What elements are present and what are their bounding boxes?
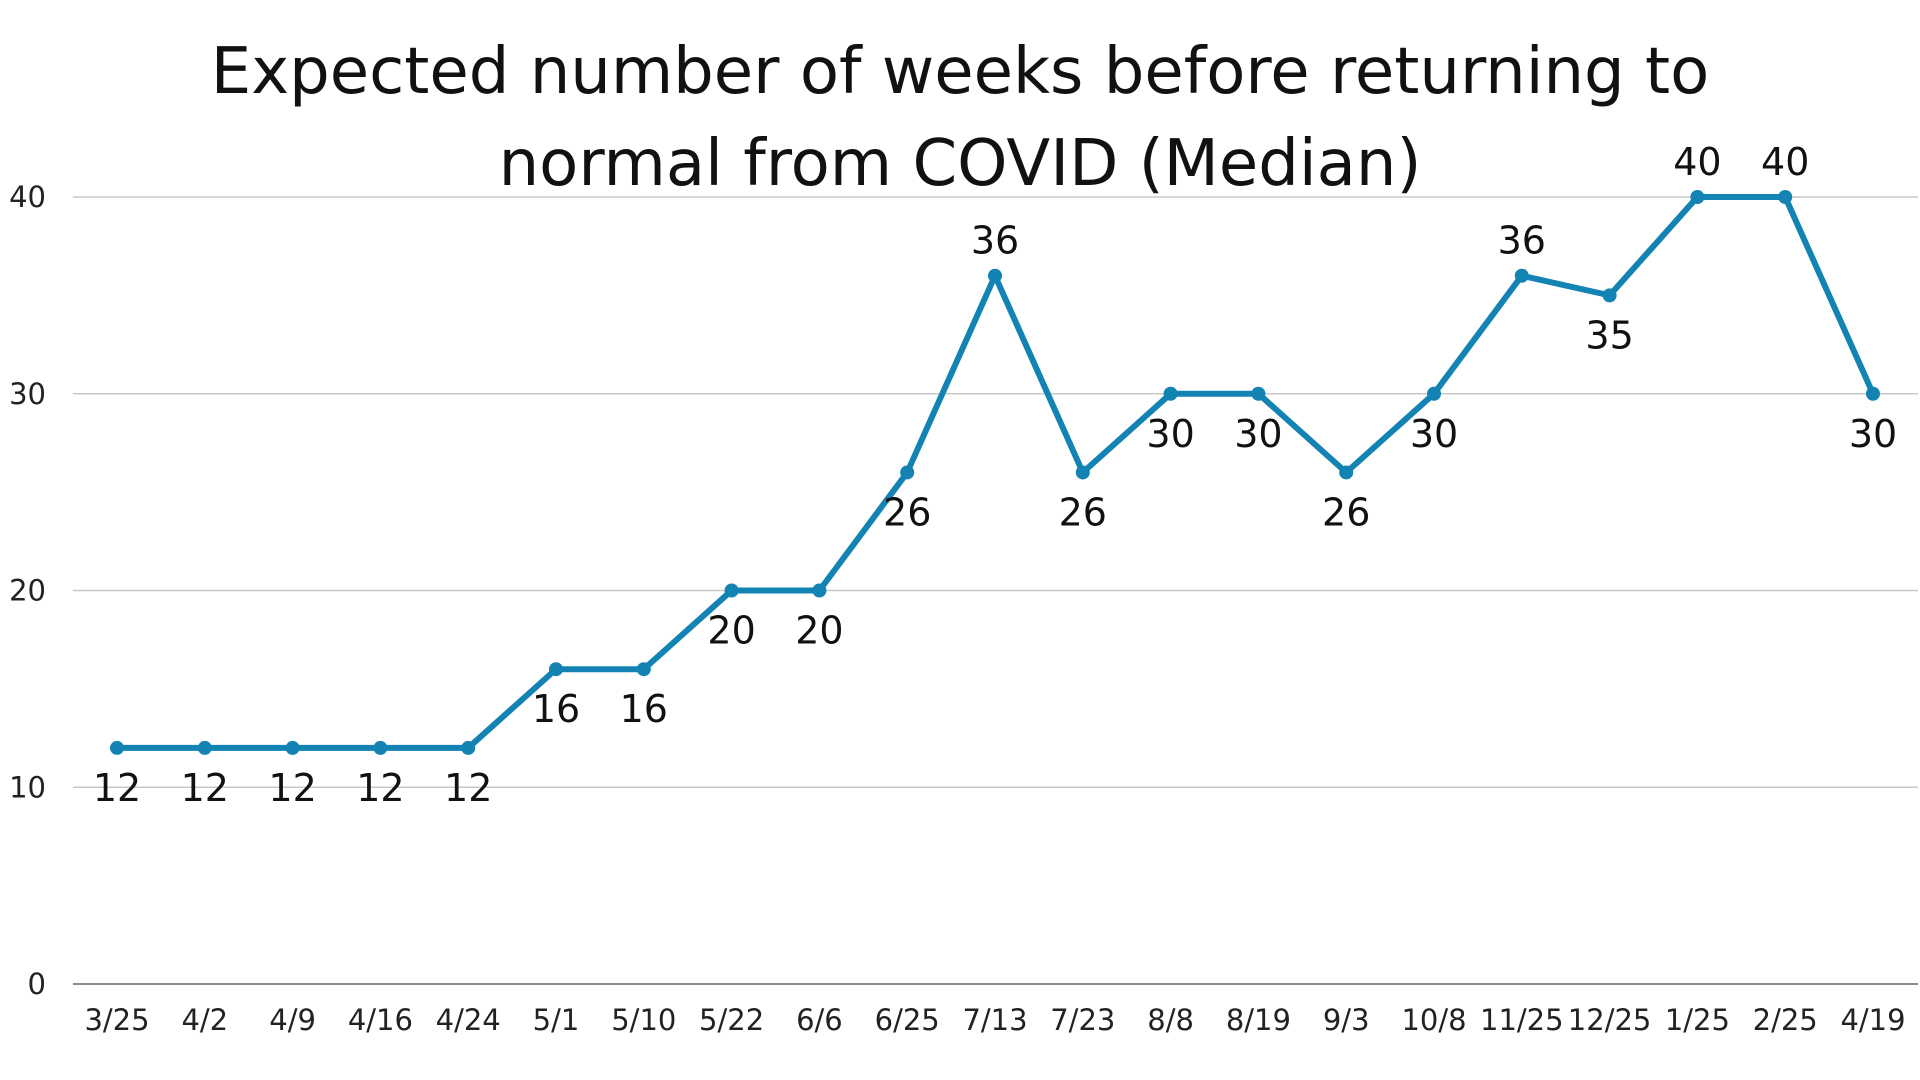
y-tick-label: 30 <box>9 377 46 411</box>
data-point <box>373 740 388 755</box>
x-tick-label: 4/2 <box>181 1003 228 1037</box>
data-point <box>1251 386 1266 401</box>
x-tick-label: 7/23 <box>1050 1003 1115 1037</box>
x-tick-label: 4/9 <box>269 1003 316 1037</box>
data-label: 12 <box>93 766 141 810</box>
data-label: 20 <box>795 609 843 653</box>
data-point <box>812 583 827 598</box>
data-point <box>724 583 739 598</box>
data-point <box>988 268 1002 283</box>
x-tick-label: 4/16 <box>348 1003 413 1037</box>
x-tick-label: 1/25 <box>1665 1003 1730 1037</box>
x-tick-label: 11/25 <box>1480 1003 1564 1037</box>
data-point <box>1339 465 1354 480</box>
y-tick-label: 0 <box>28 967 46 1001</box>
data-label: 30 <box>1410 412 1458 456</box>
data-label: 26 <box>883 490 931 534</box>
x-tick-label: 4/19 <box>1840 1003 1905 1037</box>
data-point <box>110 740 124 755</box>
data-label: 16 <box>532 687 580 731</box>
data-point <box>1690 190 1705 204</box>
data-label: 12 <box>356 766 404 810</box>
data-label: 12 <box>444 766 492 810</box>
y-tick-label: 20 <box>9 574 46 608</box>
data-point <box>1427 386 1441 401</box>
x-tick-label: 5/10 <box>611 1003 676 1037</box>
x-tick-label: 3/25 <box>84 1003 149 1037</box>
x-tick-label: 12/25 <box>1568 1003 1652 1037</box>
data-point <box>549 662 563 677</box>
y-tick-label: 10 <box>9 770 46 804</box>
data-label: 30 <box>1146 412 1194 456</box>
data-label: 26 <box>1059 490 1107 534</box>
x-tick-label: 7/13 <box>962 1003 1027 1037</box>
data-point <box>900 465 915 480</box>
x-tick-label: 2/25 <box>1753 1003 1818 1037</box>
x-tick-label: 8/19 <box>1226 1003 1291 1037</box>
data-point <box>1866 386 1880 401</box>
x-tick-label: 6/25 <box>875 1003 940 1037</box>
x-tick-label: 6/6 <box>796 1003 843 1037</box>
data-label: 30 <box>1234 412 1282 456</box>
data-label: 40 <box>1761 140 1809 184</box>
x-tick-label: 10/8 <box>1401 1003 1466 1037</box>
data-label: 36 <box>1498 219 1546 263</box>
data-point <box>636 662 651 677</box>
data-point <box>285 740 300 755</box>
data-label: 12 <box>268 766 316 810</box>
data-label: 16 <box>620 687 668 731</box>
data-point <box>1075 465 1090 480</box>
data-label: 40 <box>1673 140 1721 184</box>
data-point <box>197 740 212 755</box>
data-label: 26 <box>1322 490 1370 534</box>
data-point <box>1602 288 1617 303</box>
x-tick-label: 4/24 <box>436 1003 501 1037</box>
x-tick-label: 5/22 <box>699 1003 764 1037</box>
data-point <box>1514 268 1529 283</box>
data-point <box>461 740 476 755</box>
data-point <box>1163 386 1178 401</box>
x-tick-label: 5/1 <box>533 1003 580 1037</box>
data-label: 20 <box>707 609 755 653</box>
chart-title: Expected number of weeks before returnin… <box>210 35 1710 201</box>
x-tick-label: 8/8 <box>1147 1003 1194 1037</box>
y-tick-label: 40 <box>9 180 46 214</box>
data-point <box>1778 190 1793 204</box>
data-label: 12 <box>181 766 229 810</box>
data-label: 36 <box>971 219 1019 263</box>
data-label: 35 <box>1585 313 1633 357</box>
data-label: 30 <box>1849 412 1897 456</box>
x-tick-label: 9/3 <box>1323 1003 1370 1037</box>
